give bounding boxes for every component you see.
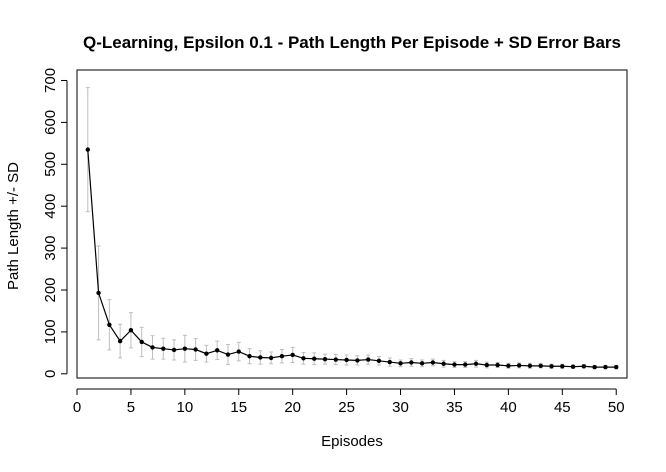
data-point: [473, 361, 479, 366]
data-point: [171, 347, 177, 353]
data-point: [322, 356, 328, 362]
data-point: [107, 322, 112, 327]
data-point: [258, 355, 263, 360]
x-tick-label: 0: [73, 399, 81, 416]
data-point: [96, 290, 101, 296]
x-tick-label: 50: [608, 399, 625, 416]
data-point: [419, 361, 425, 366]
data-point: [236, 349, 241, 354]
y-tick-label: 500: [42, 152, 59, 177]
x-tick-label: 5: [127, 399, 135, 416]
y-tick-label: 400: [42, 194, 59, 219]
data-point: [376, 358, 382, 364]
data-point: [441, 361, 446, 366]
data-point: [204, 351, 209, 356]
y-axis: 0 100 200 300 400 500 600 700: [42, 68, 68, 378]
data-point: [506, 363, 511, 369]
y-tick-label: 0: [42, 370, 59, 378]
data-point: [430, 360, 436, 365]
data-point: [214, 348, 220, 353]
data-point: [409, 360, 414, 365]
data-point: [193, 347, 198, 352]
y-tick-label: 300: [42, 236, 59, 261]
x-tick-label: 35: [446, 399, 463, 416]
x-axis: 0 5 10 15 20 25 30 35 40 45 50: [73, 388, 625, 416]
data-point: [365, 357, 371, 362]
data-point: [182, 346, 188, 351]
y-tick-label: 600: [42, 110, 59, 135]
data-point: [301, 356, 306, 361]
x-tick-label: 10: [176, 399, 193, 416]
data-point: [333, 357, 339, 362]
error-bars: [85, 87, 619, 370]
data-point: [560, 364, 565, 369]
data-point: [484, 362, 490, 368]
x-axis-label: Episodes: [321, 433, 383, 450]
series-line: [87, 149, 617, 368]
data-point: [344, 357, 349, 363]
data-point: [592, 364, 597, 370]
x-tick-label: 25: [338, 399, 355, 416]
data-point: [538, 363, 543, 369]
data-point: [603, 364, 608, 370]
x-tick-label: 20: [284, 399, 301, 416]
chart-title: Q-Learning, Epsilon 0.1 - Path Length Pe…: [83, 33, 621, 52]
data-point: [85, 147, 90, 152]
series-line-group: [87, 149, 617, 368]
data-point: [268, 355, 274, 361]
data-point: [279, 354, 285, 359]
data-point: [398, 361, 403, 366]
x-tick-label: 40: [500, 399, 517, 416]
data-point: [139, 339, 144, 345]
data-point: [516, 363, 522, 368]
x-tick-label: 15: [230, 399, 247, 416]
data-point: [452, 362, 457, 367]
data-point: [150, 345, 155, 350]
data-point: [581, 364, 587, 369]
data-point: [225, 352, 231, 357]
data-point: [463, 362, 468, 367]
data-point: [161, 346, 166, 351]
data-point: [570, 364, 576, 369]
y-axis-label: Path Length +/- SD: [5, 162, 22, 290]
data-point: [495, 362, 500, 368]
data-points: [85, 147, 619, 370]
data-point: [117, 338, 123, 344]
data-point: [527, 363, 533, 369]
data-point: [614, 364, 619, 370]
y-tick-label: 700: [42, 68, 59, 93]
data-point: [128, 328, 134, 333]
x-tick-label: 45: [554, 399, 571, 416]
plot-frame: [76, 69, 628, 379]
data-point: [549, 364, 554, 369]
data-point: [387, 359, 392, 365]
data-point: [355, 358, 360, 363]
y-tick-label: 200: [42, 277, 59, 302]
x-tick-label: 30: [392, 399, 409, 416]
data-point: [247, 354, 252, 359]
data-point: [290, 352, 295, 358]
data-point: [312, 356, 317, 361]
y-tick-label: 100: [42, 319, 59, 344]
